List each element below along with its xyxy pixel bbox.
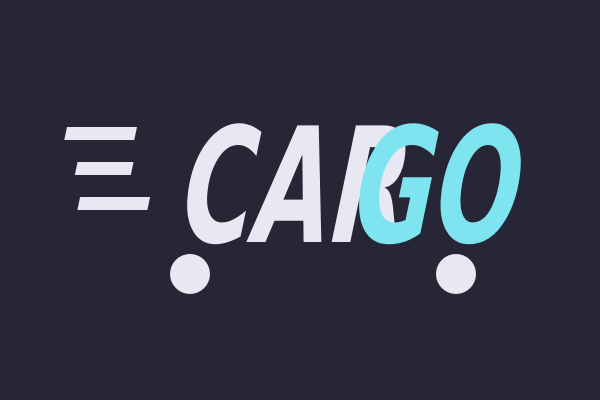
wordmark: CAR GO (177, 95, 531, 281)
speed-line-middle (74, 162, 134, 175)
wheel-icon-left (170, 254, 210, 294)
wordmark-go: GO (349, 95, 531, 281)
speed-line-top (64, 127, 138, 140)
wordmark-car: CAR (177, 95, 419, 281)
speed-lines-icon (64, 127, 151, 210)
speed-line-bottom (77, 197, 151, 210)
wheel-icon-right (436, 254, 476, 294)
